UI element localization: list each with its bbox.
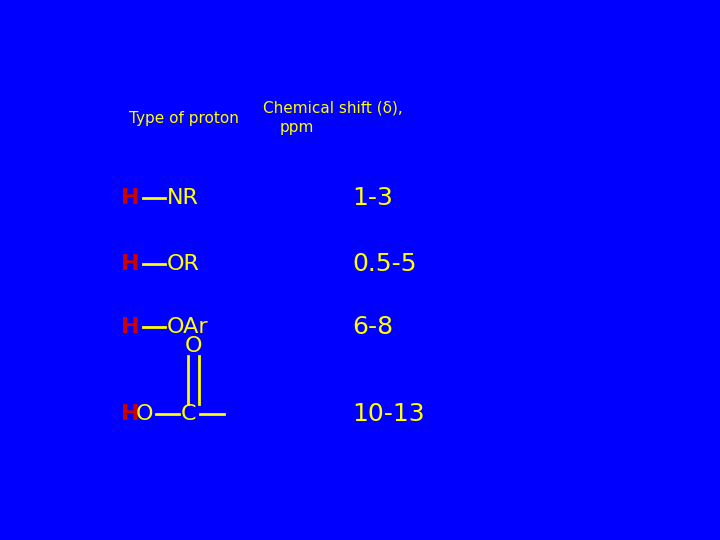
Text: C: C [181,404,196,424]
Text: Chemical shift (δ),: Chemical shift (δ), [263,101,402,116]
Text: 1-3: 1-3 [352,186,393,210]
Text: H: H [121,254,139,274]
Text: Type of proton: Type of proton [129,111,239,126]
Text: OR: OR [167,254,200,274]
Text: H: H [121,404,139,424]
Text: O: O [136,404,153,424]
Text: OAr: OAr [167,317,209,337]
Text: O: O [184,336,202,356]
Text: 10-13: 10-13 [352,402,425,426]
Text: NR: NR [167,188,199,208]
Text: H: H [121,188,139,208]
Text: 0.5-5: 0.5-5 [352,252,417,276]
Text: 6-8: 6-8 [352,315,393,339]
Text: ppm: ppm [279,120,314,134]
Text: H: H [121,317,139,337]
